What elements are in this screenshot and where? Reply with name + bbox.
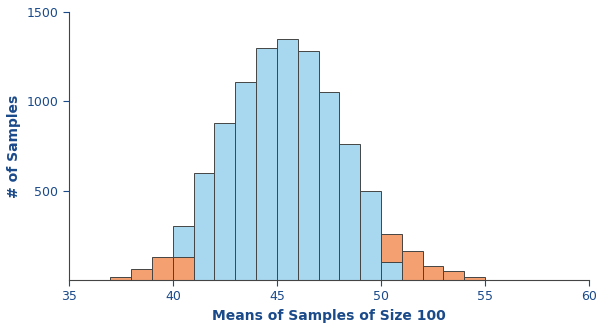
Bar bbox=[194, 173, 214, 280]
Bar bbox=[381, 262, 402, 280]
Bar bbox=[464, 277, 485, 280]
Bar bbox=[360, 191, 381, 280]
Bar bbox=[131, 269, 152, 280]
Bar bbox=[214, 123, 236, 280]
Bar bbox=[443, 271, 464, 280]
Bar bbox=[111, 277, 131, 280]
Bar bbox=[236, 82, 256, 280]
Bar bbox=[423, 266, 443, 280]
Bar bbox=[173, 226, 194, 257]
Y-axis label: # of Samples: # of Samples bbox=[7, 94, 21, 198]
Bar bbox=[381, 234, 402, 262]
Bar bbox=[339, 144, 360, 280]
Bar bbox=[152, 257, 173, 280]
Bar bbox=[318, 92, 339, 280]
X-axis label: Means of Samples of Size 100: Means of Samples of Size 100 bbox=[212, 309, 446, 323]
Bar bbox=[402, 251, 423, 280]
Bar bbox=[298, 51, 318, 280]
Bar bbox=[277, 39, 298, 280]
Bar bbox=[256, 48, 277, 280]
Bar bbox=[173, 257, 194, 280]
